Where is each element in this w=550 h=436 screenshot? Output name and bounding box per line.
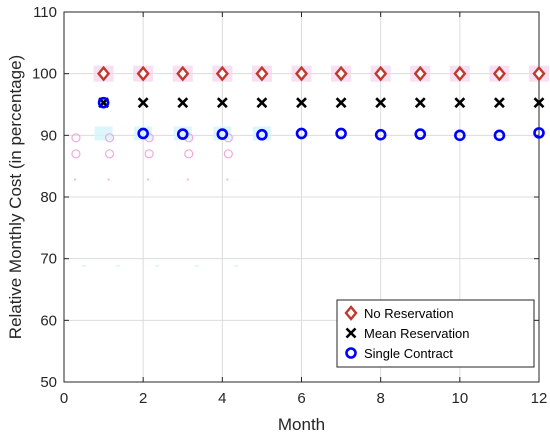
- legend: No Reservation Mean Reservation Single C…: [336, 299, 535, 368]
- data-point: [375, 97, 387, 109]
- y-tick-label: 90: [40, 127, 57, 144]
- ghost-speck: [155, 264, 160, 267]
- data-point: [97, 65, 111, 82]
- data-point: [374, 65, 388, 82]
- data-point: [533, 97, 545, 109]
- ghost-marker: [184, 149, 194, 159]
- data-point: [296, 97, 307, 109]
- legend-marker-mean-reservation: [345, 327, 357, 339]
- legend-marker: [345, 347, 357, 359]
- data-point: [137, 127, 149, 140]
- data-point: [532, 65, 546, 82]
- y-tick-label: 70: [40, 251, 57, 268]
- ghost-marker: [71, 133, 81, 143]
- legend-marker-no-reservation: [344, 305, 358, 321]
- data-point: [255, 65, 269, 82]
- data-point: [413, 65, 427, 82]
- data-point: [136, 65, 150, 82]
- x-tick-label: 0: [60, 390, 68, 407]
- data-point: [256, 97, 268, 109]
- data-point: [414, 97, 426, 109]
- data-point: [454, 97, 466, 109]
- ghost-speck: [107, 178, 110, 181]
- data-point: [492, 65, 506, 82]
- data-point: [137, 97, 149, 109]
- data-point: [414, 128, 427, 140]
- y-axis-title: Relative Monthly Cost (in percentage): [6, 55, 25, 339]
- y-tick-label: 100: [32, 66, 57, 83]
- y-tick-label: 50: [40, 374, 57, 391]
- ghost-marker: [104, 133, 115, 143]
- legend-marker: [344, 305, 358, 321]
- legend-marker-single-contract: [345, 347, 357, 359]
- ghost-marker: [71, 149, 81, 159]
- y-tick-label: 110: [33, 4, 57, 21]
- series-single-contract: [97, 96, 545, 142]
- data-point: [215, 65, 229, 82]
- ghost-marker: [223, 149, 233, 159]
- x-tick-label: 2: [139, 390, 147, 407]
- data-point: [454, 129, 466, 142]
- legend-label-no-reservation: No Reservation: [364, 306, 454, 321]
- data-point: [493, 129, 506, 142]
- y-tick-label: 60: [40, 312, 57, 329]
- x-tick-label: 10: [451, 390, 468, 407]
- data-point: [294, 65, 309, 82]
- legend-label-mean-reservation: Mean Reservation: [364, 326, 470, 341]
- data-point: [256, 128, 268, 141]
- legend-label-single-contract: Single Contract: [364, 346, 453, 361]
- legend-marker: [345, 327, 357, 339]
- x-tick-label: 8: [376, 390, 384, 407]
- data-point: [335, 127, 347, 140]
- data-point: [335, 97, 347, 109]
- marker-halo: [94, 126, 113, 141]
- x-tick-label: 4: [218, 390, 226, 407]
- data-point: [216, 97, 228, 109]
- ghost-speck: [226, 178, 229, 181]
- data-series: [97, 65, 546, 142]
- x-tick-label: 6: [297, 390, 305, 407]
- ghost-speck: [73, 178, 76, 181]
- data-point: [176, 65, 190, 82]
- x-axis-title: Month: [278, 415, 325, 434]
- legend-box: [336, 299, 535, 368]
- data-point: [334, 65, 348, 82]
- x-tick-label: 12: [531, 390, 548, 407]
- data-point: [374, 128, 387, 141]
- series-no-reservation: [97, 65, 546, 82]
- data-point: [533, 127, 545, 139]
- data-point: [216, 128, 229, 140]
- axis-ticks: 0 2 4 6 8 10 12 50 60 70 80 90 100 110: [32, 4, 547, 407]
- ghost-speck: [234, 264, 239, 267]
- y-tick-label: 80: [40, 189, 57, 206]
- ghost-speck: [194, 264, 199, 267]
- data-point: [295, 127, 308, 140]
- ghost-speck: [81, 264, 86, 267]
- ghost-speck: [186, 178, 189, 181]
- data-point: [493, 97, 505, 109]
- data-point: [177, 97, 189, 109]
- data-point: [97, 96, 110, 109]
- ghost-speck: [147, 178, 150, 181]
- ghost-speck: [115, 264, 120, 267]
- data-point: [453, 65, 467, 82]
- ghost-marker: [104, 149, 115, 159]
- data-point: [176, 128, 189, 140]
- series-mean-reservation: [98, 97, 545, 109]
- ghost-marker: [144, 149, 154, 159]
